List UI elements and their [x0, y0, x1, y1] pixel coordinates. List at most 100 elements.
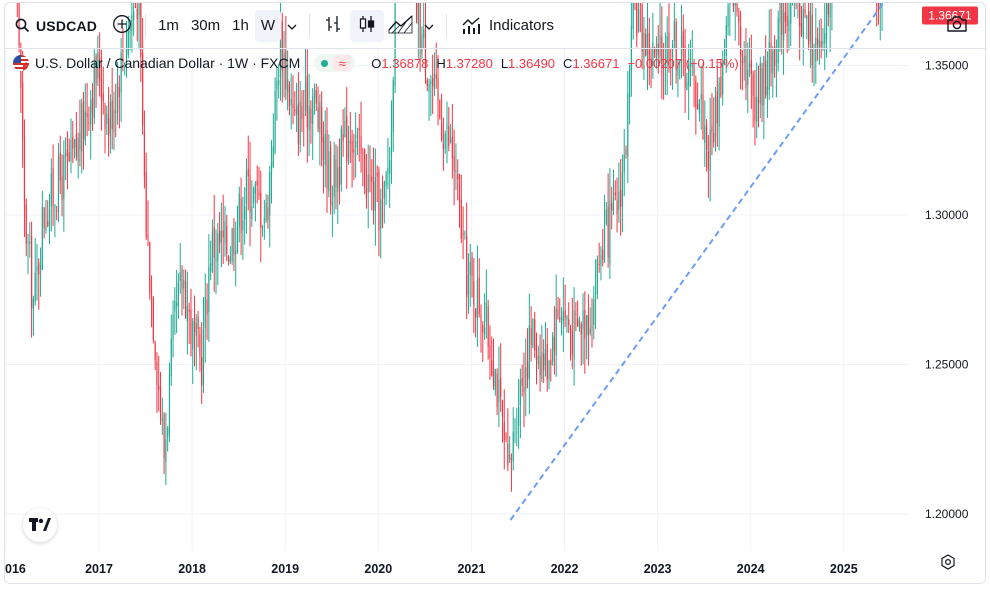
candle-body: [695, 80, 697, 109]
candle-body: [705, 124, 708, 150]
candle-body: [174, 300, 176, 312]
timeframe-1h-button[interactable]: 1h: [232, 17, 249, 34]
candle-body: [553, 336, 556, 352]
candle-body: [99, 56, 101, 81]
candle-body: [374, 177, 376, 211]
candle-body: [657, 43, 659, 56]
candle-body: [165, 439, 167, 462]
candle-body: [50, 172, 52, 207]
candle-body: [220, 230, 222, 243]
candles-style-button[interactable]: [349, 9, 384, 42]
price-tick-label: 1.35000: [925, 59, 969, 73]
candle-body: [677, 66, 679, 76]
area-style-button[interactable]: [384, 10, 418, 42]
candle-body: [641, 4, 643, 52]
candle-body: [813, 66, 815, 69]
symbol-search-button[interactable]: USDCAD: [5, 10, 105, 42]
candle-body: [274, 90, 276, 153]
price-tick-label: 1.30000: [925, 208, 969, 222]
bars-style-button[interactable]: [316, 10, 350, 42]
trendline[interactable]: [509, 3, 893, 521]
candle-body: [766, 86, 769, 96]
candle-body: [312, 96, 314, 125]
candle-body: [829, 3, 831, 18]
candle-body: [628, 69, 631, 98]
timeframe-30m-button[interactable]: 30m: [190, 17, 221, 34]
candle-body: [380, 199, 382, 229]
candle-body: [645, 34, 647, 56]
candle-body: [489, 345, 491, 358]
candle-body: [342, 133, 344, 141]
candle-body: [113, 109, 115, 132]
candle-body: [763, 55, 765, 105]
candle-body: [279, 22, 282, 78]
candle-body: [568, 319, 570, 326]
candle-body: [73, 139, 76, 148]
indicators-button[interactable]: Indicators: [453, 10, 562, 42]
candle-body: [41, 206, 43, 270]
chart-style-dropdown[interactable]: [418, 10, 440, 42]
candle-body: [698, 100, 701, 113]
candle-body: [290, 99, 292, 105]
indicators-label: Indicators: [488, 17, 555, 34]
candle-body: [580, 324, 582, 335]
snapshot-button[interactable]: [941, 10, 973, 42]
candle-body: [179, 272, 181, 281]
candle-body: [333, 154, 335, 197]
candle-body: [822, 41, 824, 45]
series-title[interactable]: U.S. Dollar / Canadian Dollar · 1W · FXC…: [35, 55, 301, 71]
candle-body: [605, 209, 607, 225]
market-status-badge[interactable]: ≈: [314, 54, 356, 72]
candle-body: [627, 93, 629, 157]
candle-body: [500, 378, 502, 397]
candle-body: [82, 101, 85, 139]
candle-body: [301, 106, 303, 119]
candle-body: [600, 255, 602, 266]
candle-body: [156, 361, 158, 386]
candle-body: [299, 101, 301, 145]
candle-body: [233, 228, 235, 255]
timeframe-w-button[interactable]: W: [254, 9, 281, 42]
candle-body: [222, 230, 224, 238]
timeframe-1m-button[interactable]: 1m: [158, 17, 179, 34]
top-toolbar: USDCAD 1m 30m 1h W: [5, 3, 985, 49]
candle-body: [249, 175, 251, 213]
candle-body: [437, 78, 439, 100]
candle-body: [315, 90, 317, 104]
candle-body: [620, 189, 622, 207]
price-tick-label: 1.25000: [925, 358, 969, 372]
candle-body: [784, 11, 786, 22]
candle-body: [564, 310, 566, 319]
candle-body: [748, 63, 751, 68]
candle-body: [34, 272, 36, 302]
compare-button[interactable]: [105, 10, 139, 42]
candle-body: [124, 62, 126, 65]
high-value: 1.37280: [445, 55, 493, 71]
candle-body: [714, 96, 717, 137]
candle-body: [467, 274, 470, 296]
candle-body: [614, 192, 616, 196]
candle-body: [172, 314, 174, 340]
candle-body: [355, 141, 357, 148]
candle-body: [263, 217, 265, 223]
tradingview-logo[interactable]: [23, 508, 57, 542]
candle-body: [349, 141, 351, 143]
candle-body: [251, 206, 253, 219]
candle-body: [779, 3, 781, 24]
chart-settings-button[interactable]: [937, 553, 959, 575]
candle-body: [598, 263, 600, 265]
candle-body: [424, 29, 427, 76]
candle-body: [670, 60, 672, 62]
chart-canvas[interactable]: 1.500001.450001.400001.350001.300001.250…: [5, 3, 986, 584]
candle-body: [247, 168, 249, 177]
toolbar-separator: [145, 13, 147, 38]
time-tick-label: 016: [5, 562, 26, 576]
candle-body: [107, 118, 110, 137]
candle-body: [487, 306, 489, 347]
timeframe-dropdown[interactable]: [281, 10, 303, 42]
candle-body: [713, 132, 715, 143]
candle-body: [63, 155, 65, 199]
candle-body: [39, 265, 42, 269]
candle-body: [582, 311, 584, 330]
candle-body: [722, 62, 724, 95]
